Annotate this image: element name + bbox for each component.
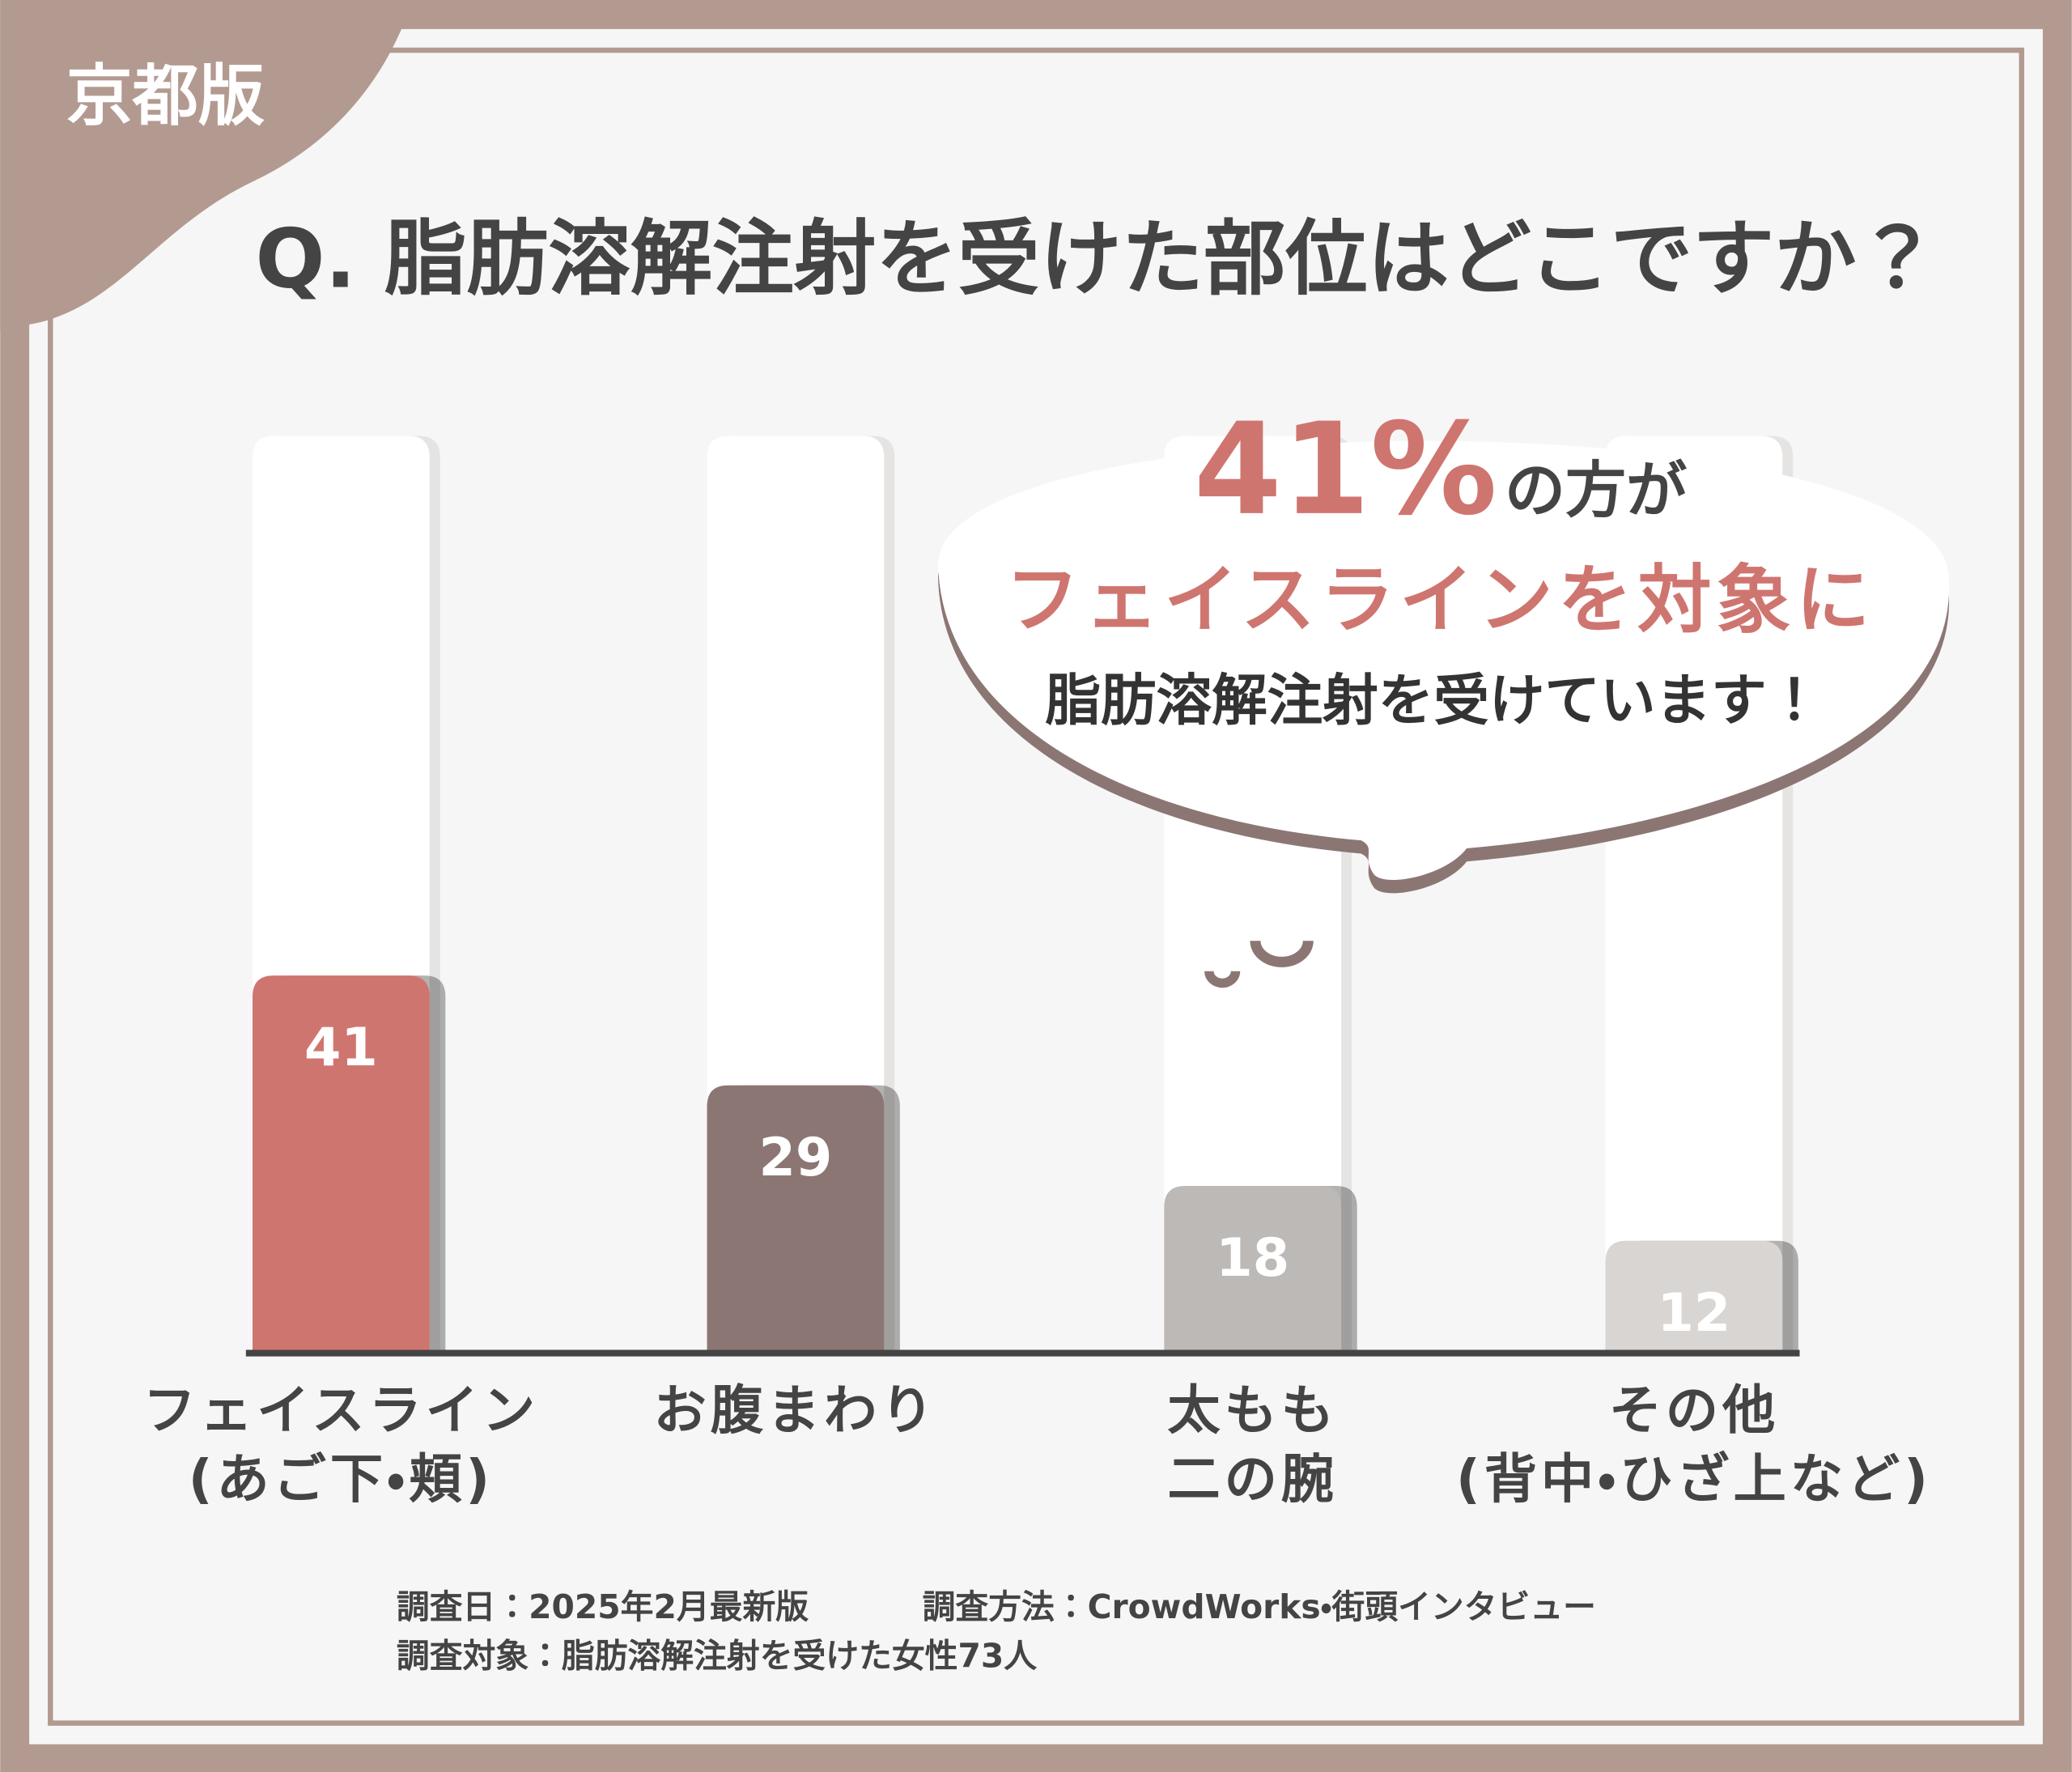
- data-label: 18: [1216, 1227, 1289, 1289]
- data-label: 29: [758, 1127, 832, 1188]
- x-tick-label: 太もも二の腕: [1167, 1380, 1338, 1511]
- speech-bubble: [938, 440, 1950, 881]
- bar: [1605, 1240, 1783, 1351]
- bubble-dot: [1250, 940, 1314, 967]
- annotation-text: フェイスラインを対象に: [1005, 557, 1875, 644]
- x-tick-label: その他(背中・ひざ上など): [1456, 1380, 1932, 1511]
- badge: 京都版: [66, 58, 265, 135]
- bar: [253, 975, 430, 1351]
- badge-bg: [0, 0, 413, 331]
- annotation-text: の方が: [1505, 454, 1687, 525]
- note: 調査方法：CrowdWorks・街頭インタビュー: [923, 1587, 1596, 1626]
- annotation-highlight: 41%: [1194, 396, 1497, 543]
- x-tick-label: お腹まわり: [653, 1380, 937, 1442]
- bar: [1164, 1185, 1342, 1351]
- data-label: 12: [1657, 1282, 1730, 1344]
- note: 調査対象：脂肪溶解注射を受けた女性73人: [397, 1637, 1037, 1676]
- annotation-line1: 41% の方が: [1194, 396, 1687, 543]
- note: 調査日：2025年2月最新版: [397, 1587, 809, 1626]
- data-label: 41: [304, 1017, 378, 1078]
- bubble-dot: [1204, 971, 1241, 988]
- inner-border: [47, 47, 2025, 1726]
- annotation-text: 脂肪溶解注射を受けています！: [1046, 669, 1823, 733]
- chart-title: Q. 脂肪溶解注射を受けた部位はどこですか？: [255, 210, 1938, 306]
- x-tick-label: フェイスライン(あご下・頬): [143, 1380, 539, 1511]
- bar: [707, 1085, 885, 1351]
